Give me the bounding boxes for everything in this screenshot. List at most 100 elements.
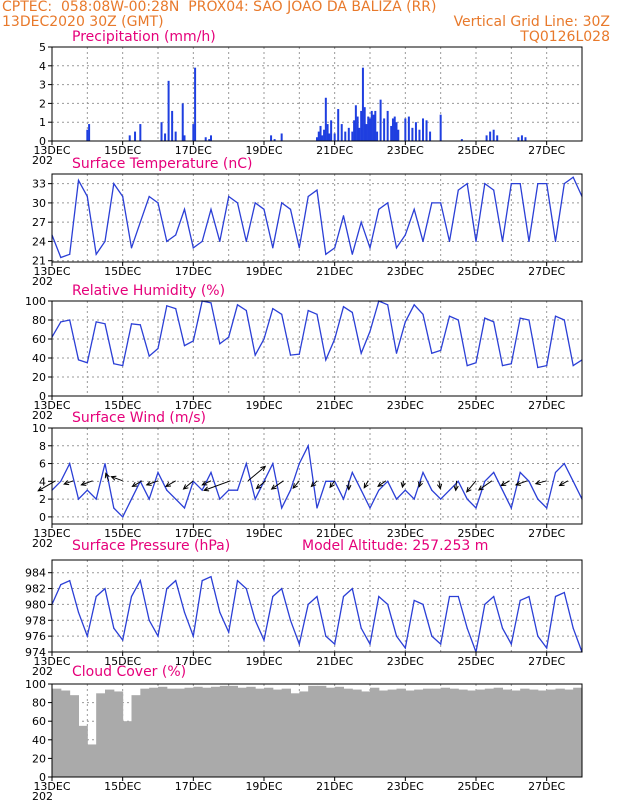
data-point: [413, 599, 415, 602]
data-point: [192, 635, 194, 637]
data-point: [183, 611, 186, 613]
precip-bar: [369, 118, 371, 141]
plot-frame: [51, 427, 583, 525]
precip-bar: [181, 103, 184, 141]
x-tick-label: 13DEC: [33, 399, 70, 412]
y-tick-label: 4: [39, 475, 46, 488]
y-tick-label: 21: [32, 255, 46, 268]
data-point: [360, 489, 362, 491]
x-tick-year-stub: 202: [32, 154, 53, 167]
precip-bar: [208, 139, 211, 141]
data-point: [219, 240, 221, 243]
y-tick-label: 976: [25, 630, 46, 643]
cloud-bar: [131, 695, 141, 777]
wind-arrow-head: [363, 482, 369, 489]
data-point: [325, 480, 327, 482]
data-point: [104, 587, 106, 590]
data-point: [245, 587, 247, 590]
x-tick-label: 23DEC: [387, 527, 424, 540]
data-point: [139, 221, 141, 223]
cloud-bar: [60, 690, 71, 777]
precip-bar: [204, 137, 207, 141]
data-point: [254, 354, 256, 356]
cloud-bar: [211, 686, 221, 777]
data-point: [546, 507, 548, 509]
data-point: [546, 365, 548, 367]
data-point: [342, 595, 345, 598]
y-tick-label: 80: [32, 697, 46, 710]
data-point: [554, 315, 557, 317]
cloud-bar: [387, 689, 397, 777]
precip-bar: [194, 67, 197, 141]
data-point: [519, 317, 521, 319]
data-point: [457, 319, 459, 321]
wind-arrow: [146, 480, 159, 486]
wind-arrow-head: [63, 480, 70, 486]
data-point: [228, 336, 230, 338]
data-point: [510, 183, 512, 185]
data-point: [528, 319, 530, 321]
data-point: [192, 247, 194, 249]
data-point: [69, 253, 71, 255]
x-tick-label: 27DEC: [528, 399, 565, 412]
data-point: [563, 183, 565, 185]
cloud-bar: [78, 725, 88, 777]
data-point: [130, 247, 133, 249]
data-point: [298, 247, 300, 249]
data-point: [537, 183, 539, 185]
precip-bar: [386, 110, 389, 141]
data-point: [148, 619, 150, 621]
x-tick-label: 13DEC: [33, 144, 70, 157]
precip-bar: [164, 133, 167, 141]
cloud-bar: [511, 690, 521, 777]
data-point: [378, 595, 380, 598]
y-tick-label: 974: [25, 646, 46, 659]
data-point: [413, 208, 415, 210]
wind-arrow: [377, 480, 387, 487]
wind-arrow: [81, 480, 93, 486]
data-point: [175, 234, 177, 236]
data-point: [113, 627, 115, 629]
wind-arrow-head: [201, 480, 208, 486]
data-point: [395, 352, 398, 354]
y-tick-label: 100: [25, 678, 46, 691]
data-point: [404, 489, 406, 491]
data-point: [431, 352, 433, 354]
data-point: [210, 208, 212, 210]
data-point: [387, 480, 389, 482]
precip-bar: [139, 124, 142, 141]
data-point: [254, 498, 256, 500]
data-point: [413, 498, 415, 500]
wind-arrow: [132, 480, 143, 487]
precip-bar: [379, 99, 382, 141]
x-tick-label: 23DEC: [387, 144, 424, 157]
data-point: [342, 498, 345, 500]
x-tick-label: 15DEC: [104, 780, 141, 793]
data-point: [175, 308, 177, 310]
panel-4: 0 2 4 6 8 10 13DEC 15DEC 17DEC 19DEC 21DEC 23DEC 25D…: [32, 410, 583, 550]
data-point: [510, 643, 512, 645]
data-point: [466, 627, 468, 629]
precip-bar: [391, 118, 394, 141]
precip-bar: [367, 116, 370, 141]
precip-bar: [393, 116, 396, 141]
x-tick-label: 21DEC: [316, 527, 353, 540]
data-point: [86, 195, 88, 198]
panel-title: Relative Humidity (%): [72, 283, 225, 299]
data-point: [351, 471, 353, 474]
y-tick-label: 1: [39, 116, 46, 129]
panel-3: 0 20 40 60 80 100 13DEC 15DEC 17DEC 19DEC 21DEC 23D…: [25, 283, 583, 422]
y-tick-label: 5: [39, 41, 46, 54]
cloud-bar: [546, 689, 556, 777]
data-point: [404, 647, 406, 649]
cloud-bar: [476, 689, 486, 777]
y-tick-label: 0: [39, 771, 46, 784]
header-date: 13DEC2020 30Z (GMT): [2, 14, 164, 30]
panel-title: Cloud Cover (%): [72, 664, 186, 680]
data-point: [307, 309, 309, 312]
data-point: [95, 253, 97, 255]
cloud-bar: [308, 685, 318, 777]
data-point: [369, 643, 371, 645]
cloud-bar: [202, 687, 212, 777]
precip-bar: [517, 137, 520, 141]
